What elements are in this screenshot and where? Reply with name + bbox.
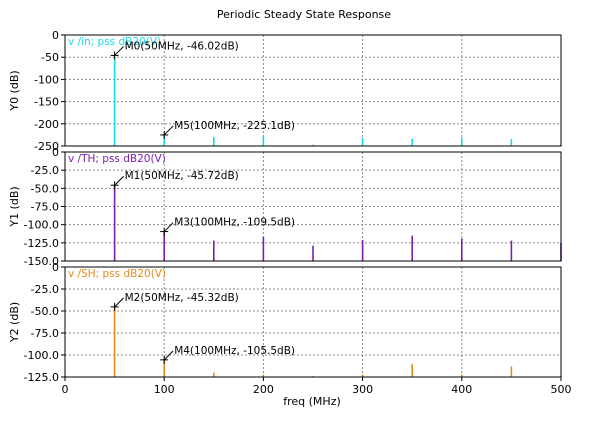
y-tick-label: -50.0 (31, 305, 59, 318)
y-tick-label: -100 (34, 73, 59, 86)
y-axis-title: Y1 (dB) (8, 186, 21, 227)
y-tick-label: -50.0 (31, 182, 59, 195)
plot-area (65, 35, 561, 146)
chart-title: Periodic Steady State Response (217, 8, 391, 21)
marker-label-m0: M0(50MHz, -46.02dB) (125, 40, 239, 52)
marker-leader (163, 125, 174, 136)
y-tick-label: -125.0 (24, 371, 59, 384)
x-tick-label: 500 (551, 383, 572, 396)
y-tick-label: 0 (52, 146, 59, 159)
y-tick-label: -50 (41, 51, 59, 64)
x-tick-label: 200 (253, 383, 274, 396)
series-legend: v /in; pss dB20(V) (68, 36, 161, 48)
x-tick-label: 0 (62, 383, 69, 396)
panel-0: 0 -50 -100 -150 -200 -250 Y0 (dB) v /in; pss dB… (8, 29, 562, 153)
y-axis-title: Y0 (dB) (8, 70, 21, 111)
y-tick-label: -75.0 (31, 201, 59, 214)
y-tick-label: -125.0 (24, 237, 59, 250)
y-tick-label: -25.0 (31, 164, 59, 177)
panel-1: 0 -25.0 -50.0 -75.0 -100.0 -125.0 -150.0 Y1 (dB… (8, 146, 562, 268)
y-axis-title: Y2 (dB) (8, 302, 21, 343)
plot-area (65, 267, 561, 377)
marker-label-m1: M1(50MHz, -45.72dB) (125, 170, 239, 182)
panel-2: 0 -25.0 -50.0 -75.0 -100.0 -125.0 Y2 (dB) v /SH… (8, 261, 562, 384)
marker-label-m2: M2(50MHz, -45.32dB) (125, 292, 239, 304)
marker-leader (163, 222, 174, 232)
y-tick-label: -250 (34, 140, 59, 153)
series-legend: v /TH; pss dB20(V) (68, 153, 166, 165)
y-tick-label: 0 (52, 261, 59, 274)
y-tick-label: -100.0 (24, 219, 59, 232)
y-tick-label: 0 (52, 29, 59, 42)
y-tick-label: -200 (34, 118, 59, 131)
plot-border (64, 151, 562, 262)
x-axis-title: freq (MHz) (283, 395, 341, 408)
plot-border (64, 266, 562, 378)
y-tick-label: -75.0 (31, 327, 59, 340)
marker-label-m4: M4(100MHz, -105.5dB) (174, 345, 295, 357)
marker-leader (114, 175, 124, 186)
y-tick-label: -100.0 (24, 349, 59, 362)
marker-leader (163, 350, 174, 361)
marker-label-m3: M3(100MHz, -109.5dB) (174, 217, 295, 229)
y-tick-label: -150 (34, 96, 59, 109)
x-tick-label: 400 (451, 383, 472, 396)
plot-border (64, 34, 562, 147)
marker-leader (114, 46, 124, 56)
x-tick-label: 100 (154, 383, 175, 396)
y-tick-label: -150.0 (24, 255, 59, 268)
y-tick-label: -25.0 (31, 283, 59, 296)
series-legend: v /SH; pss dB20(V) (68, 268, 166, 280)
marker-leader (114, 297, 124, 308)
x-tick-label: 300 (352, 383, 373, 396)
marker-label-m5: M5(100MHz, -225.1dB) (174, 120, 295, 132)
